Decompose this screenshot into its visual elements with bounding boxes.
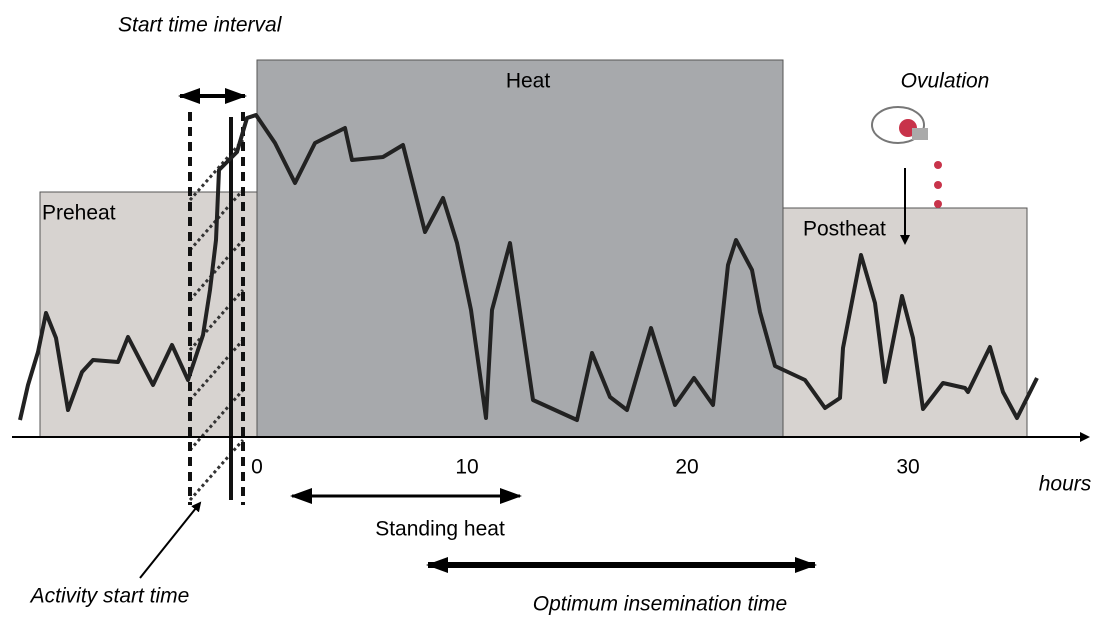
activity-curve (18, 113, 1039, 422)
heat-block (256, 59, 784, 438)
standing-heat-label: Standing heat (375, 518, 505, 541)
ovulation-icon (871, 106, 942, 208)
x-tick-label: 0 (251, 456, 263, 479)
x-tick-label: 20 (675, 456, 698, 479)
activity-start-label: Activity start time (29, 585, 190, 608)
heat-label: Heat (506, 70, 551, 93)
ovulation-label: Ovulation (901, 70, 990, 93)
hatch (188, 139, 245, 501)
preheat-label: Preheat (42, 202, 116, 225)
insemination-label: Optimum insemination time (533, 593, 787, 616)
preheat-block (39, 191, 258, 438)
postheat-label: Postheat (803, 218, 886, 241)
x-tick-label: 10 (455, 456, 478, 479)
postheat-block (782, 207, 1028, 438)
activity-start-arrow (139, 501, 202, 579)
x-tick-label: 30 (896, 456, 919, 479)
start-interval-label: Start time interval (118, 14, 283, 37)
axis-unit: hours (1039, 473, 1092, 496)
